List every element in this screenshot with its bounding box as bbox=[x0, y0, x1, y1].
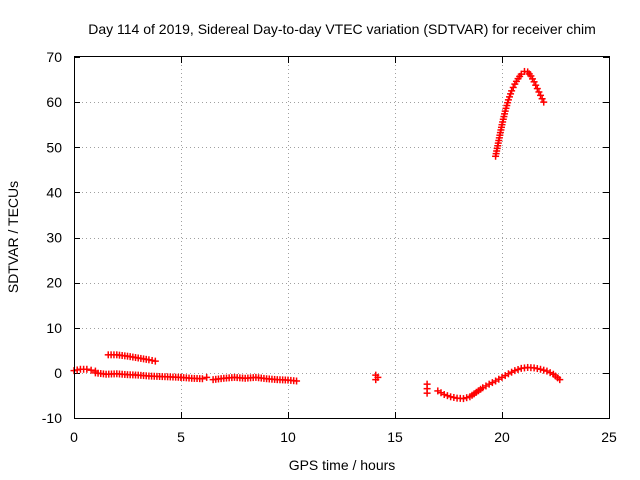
chart-title: Day 114 of 2019, Sidereal Day-to-day VTE… bbox=[88, 21, 596, 37]
y-tick-label: 10 bbox=[46, 320, 62, 336]
data-point bbox=[511, 367, 519, 375]
data-point bbox=[537, 91, 545, 99]
tick-labels: 0 5 10 15 20 25 -10 0 10 20 30 40 50 60 70 bbox=[42, 49, 617, 445]
data-point-fill bbox=[538, 95, 546, 103]
x-tick-label: 15 bbox=[387, 429, 403, 445]
data-point bbox=[504, 370, 512, 378]
data-point-fill bbox=[535, 88, 543, 96]
data-point bbox=[556, 376, 564, 384]
y-axis-label: SDTVAR / TECUs bbox=[5, 181, 21, 293]
y-tick-label: 0 bbox=[54, 365, 62, 381]
y-tick-label: 60 bbox=[46, 94, 62, 110]
data-points bbox=[70, 67, 564, 403]
x-tick-label: 10 bbox=[280, 429, 296, 445]
data-point-fill bbox=[463, 394, 471, 402]
data-point bbox=[423, 389, 431, 397]
data-point-fill bbox=[488, 379, 496, 387]
data-point bbox=[533, 85, 541, 93]
data-point bbox=[543, 367, 551, 375]
y-tick-label: 50 bbox=[46, 139, 62, 155]
x-axis-label: GPS time / hours bbox=[289, 457, 396, 473]
y-tick-label: 70 bbox=[46, 49, 62, 65]
y-tick-label: 40 bbox=[46, 184, 62, 200]
grid bbox=[74, 57, 609, 418]
plot-frame bbox=[74, 56, 610, 419]
x-tick-label: 20 bbox=[494, 429, 510, 445]
data-point bbox=[540, 98, 548, 106]
y-tick-label: -10 bbox=[42, 410, 62, 426]
y-tick-label: 20 bbox=[46, 275, 62, 291]
axis-ticks bbox=[74, 57, 610, 419]
x-tick-label: 25 bbox=[601, 429, 617, 445]
x-tick-label: 5 bbox=[177, 429, 185, 445]
data-point-fill bbox=[508, 368, 516, 376]
data-point bbox=[459, 395, 467, 403]
data-point bbox=[485, 380, 493, 388]
data-point bbox=[293, 377, 301, 385]
data-point bbox=[87, 366, 95, 374]
data-point bbox=[151, 357, 159, 365]
data-point bbox=[198, 375, 206, 383]
x-tick-label: 0 bbox=[70, 429, 78, 445]
data-point-fill bbox=[546, 369, 554, 377]
data-point-fill bbox=[532, 81, 540, 89]
data-point-fill bbox=[509, 83, 517, 91]
data-point bbox=[374, 373, 382, 381]
data-point bbox=[203, 373, 211, 381]
data-point bbox=[83, 365, 91, 373]
data-point-fill bbox=[443, 392, 451, 400]
y-tick-label: 30 bbox=[46, 230, 62, 246]
data-point-fill bbox=[514, 365, 522, 373]
data-point bbox=[440, 391, 448, 399]
data-point-fill bbox=[540, 366, 548, 374]
data-point bbox=[537, 365, 545, 373]
